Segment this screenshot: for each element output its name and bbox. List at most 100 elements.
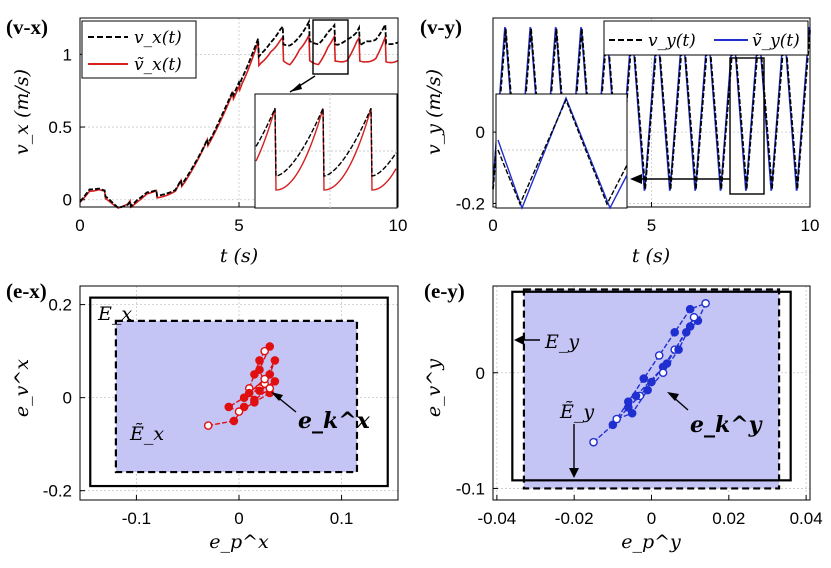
- vy-inset-frame: [495, 93, 628, 209]
- ey-point: [674, 345, 683, 354]
- ex-xtick-label: -0.1: [122, 509, 151, 528]
- vx-zoom-arrowhead: [290, 83, 302, 92]
- vx-series-v: [79, 18, 399, 209]
- ey-ytick-label: -0.1: [456, 479, 485, 498]
- vy-inset: [495, 93, 628, 210]
- ex-xlabel: e_p^x: [209, 531, 269, 553]
- vx-frame: [79, 17, 399, 208]
- vy-legend-label-v: v_y(t): [648, 31, 696, 51]
- ex-point: [255, 365, 264, 375]
- ey-xtick-label: 0: [647, 509, 656, 528]
- ey-inner-label: Ẽ_y: [559, 401, 594, 423]
- vy-xlabel: t (s): [632, 245, 670, 267]
- ey-frame: [492, 285, 811, 501]
- ex-inner-label: Ẽ_x: [129, 423, 164, 445]
- vx-ytick-label: 1: [63, 45, 72, 64]
- vy-legend: v_y(t) ṽ_y(t): [603, 20, 809, 56]
- ex-point: [234, 407, 244, 416]
- ey-outer-set: [511, 290, 792, 482]
- ex-ylabel: e_v^x: [11, 359, 33, 417]
- ey-outer-arrowhead: [514, 335, 524, 345]
- ex-point: [224, 402, 234, 412]
- ey-point: [608, 420, 618, 430]
- vx-ylabel: v_x (m/s): [11, 69, 33, 155]
- ey-xtick-label: 0.04: [790, 509, 823, 528]
- ex-point: [270, 356, 280, 365]
- ey-ytick-label: 0: [476, 364, 485, 383]
- ey-point: [624, 397, 633, 406]
- vy-xtick-label: 0: [488, 216, 497, 235]
- vy-frame: [492, 17, 811, 208]
- vx-ytick-label: 0: [63, 191, 72, 210]
- vy-zoom-box: [729, 57, 765, 195]
- ey-ylabel: e_v^y: [423, 359, 445, 417]
- vy-inset-series-vtilde: [497, 96, 628, 210]
- vy-ylabel: v_y (m/s): [423, 69, 445, 155]
- vx-xlabel: t (s): [220, 245, 258, 267]
- ex-xtick-label: 0: [234, 509, 243, 528]
- ey-point: [681, 327, 691, 337]
- ex-point: [260, 374, 269, 384]
- ey-point: [689, 312, 699, 322]
- ey-outer-label: E_y: [544, 331, 579, 353]
- ex-label-arrowhead: [271, 392, 283, 401]
- ey-point: [685, 322, 695, 331]
- vx-xtick-label: 5: [234, 216, 243, 235]
- vx-panel-label: (v-x): [6, 15, 48, 39]
- ey-point: [670, 327, 679, 337]
- ey-point: [701, 299, 710, 308]
- ey-trajectory-label: e_k^y: [690, 412, 764, 438]
- vy-inset-series-v: [497, 98, 628, 206]
- ex-trajectory-label: e_k^x: [298, 408, 371, 434]
- ey-point: [658, 368, 668, 378]
- vy-ytick-label: -0.2: [456, 194, 485, 213]
- ex-point: [270, 377, 280, 386]
- ey-point: [647, 377, 656, 387]
- ex-ytick-label: 0.2: [48, 296, 72, 315]
- ex-point: [239, 402, 249, 412]
- ex-ytick-label: -0.2: [43, 482, 72, 501]
- ex-outer-label: E_x: [97, 303, 132, 325]
- ex-ytick-label: 0: [63, 389, 72, 408]
- ex-point: [239, 393, 249, 402]
- vx-ytick-label: 0.5: [48, 118, 72, 137]
- ey-xtick-label: 0.02: [712, 509, 745, 528]
- vx-legend-box: [81, 20, 197, 79]
- vx-inset-frame: [254, 93, 398, 209]
- ex-frame: [79, 285, 399, 501]
- ex-point: [265, 342, 275, 351]
- vx-series-vtilde: [79, 32, 399, 209]
- vy-panel-label: (v-y): [420, 15, 462, 39]
- ey-label-arrowhead: [667, 392, 679, 401]
- vx-inset-series-vtilde: [255, 108, 397, 191]
- ey-point: [654, 351, 664, 360]
- ey-xtick-label: -0.02: [555, 509, 594, 528]
- vx-legend-label-vtilde: ṽ_x(t): [134, 55, 182, 75]
- ey-point: [631, 391, 641, 401]
- ey-point: [589, 437, 598, 447]
- ey-point: [627, 408, 637, 418]
- ex-point: [203, 421, 213, 430]
- vx-legend: v_x(t) ṽ_x(t): [81, 20, 197, 79]
- ex-outer-set: [89, 296, 389, 488]
- vx-legend-label-v: v_x(t): [134, 28, 182, 48]
- vy-legend-box: [603, 20, 809, 56]
- ey-xtick-label: -0.04: [477, 509, 516, 528]
- ex-panel-label: (e-x): [6, 279, 47, 303]
- ey-inner-arrowhead: [569, 468, 579, 478]
- ey-point: [612, 414, 622, 424]
- ex-point: [250, 370, 259, 379]
- vy-xtick-label: 10: [801, 216, 820, 235]
- ex-point: [260, 346, 269, 356]
- vx-inset: [254, 93, 398, 209]
- ex-inner-set: [114, 319, 359, 474]
- ex-point: [244, 388, 254, 398]
- ex-xtick-label: 0.1: [330, 509, 354, 528]
- vx-xtick-label: 0: [75, 216, 84, 235]
- vy-ytick-label: 0: [476, 123, 485, 142]
- ex-point: [255, 386, 264, 395]
- ey-point: [685, 304, 695, 314]
- ey-point: [639, 374, 649, 383]
- ex-point: [229, 416, 239, 426]
- vy-xtick-label: 5: [647, 216, 656, 235]
